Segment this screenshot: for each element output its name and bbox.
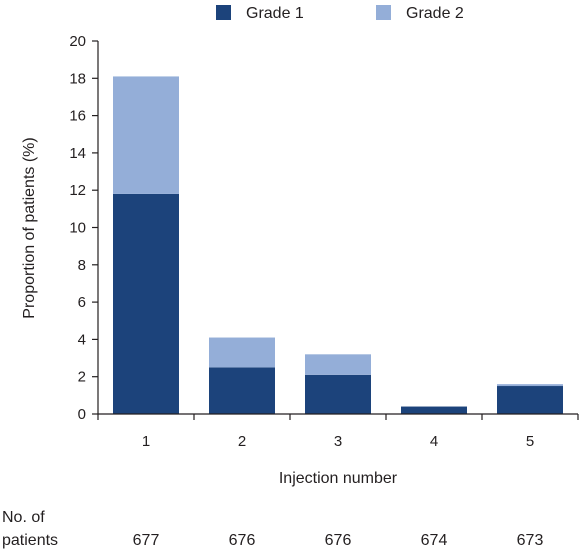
y-tick-label: 4 [78,331,86,348]
y-tick-label: 10 [69,220,86,237]
y-tick-label: 20 [69,33,86,50]
patients-label-line2: patients [2,532,58,549]
y-tick-label: 16 [69,108,86,125]
x-tick-label: 2 [238,433,246,450]
legend: Grade 1 Grade 2 [216,5,464,22]
bar-grade1-5 [497,386,563,414]
x-tick-label: 4 [430,433,438,450]
patients-count: 676 [229,532,256,549]
legend-label: Grade 2 [406,5,464,22]
bar-grade2-1 [113,76,179,194]
bar-grade2-5 [497,384,563,387]
bar-grade1-3 [305,374,371,414]
x-tick-label: 5 [526,433,534,450]
legend-swatch [216,5,231,20]
y-tick-label: 14 [69,145,86,162]
y-tick-label: 2 [78,369,86,386]
y-tick-label: 6 [78,294,86,311]
patients-count: 677 [133,532,160,549]
bar-grade1-4 [401,406,467,414]
y-tick-label: 0 [78,406,86,423]
patients-count: 674 [421,532,448,549]
bars [113,76,563,414]
patients-label-line1: No. of [2,509,45,526]
bar-grade1-1 [113,193,179,414]
patients-count: 676 [325,532,352,549]
y-tick-label: 12 [69,182,86,199]
bar-grade1-2 [209,367,275,414]
y-axis-title: Proportion of patients (%) [21,137,38,318]
bar-grade2-3 [305,354,371,375]
x-tick-label: 3 [334,433,342,450]
legend-swatch [376,5,391,20]
patients-counts: 677 676 676 674 673 [133,532,544,549]
y-ticks: 0 2 4 6 8 10 12 14 16 18 20 [69,33,98,423]
y-tick-label: 8 [78,257,86,274]
x-axis-title: Injection number [279,470,398,487]
x-ticks: 1 2 3 4 5 [97,414,579,450]
y-tick-label: 18 [69,70,86,87]
patients-count: 673 [517,532,544,549]
x-tick-label: 1 [142,433,150,450]
bar-grade2-2 [209,337,275,368]
legend-label: Grade 1 [246,5,304,22]
